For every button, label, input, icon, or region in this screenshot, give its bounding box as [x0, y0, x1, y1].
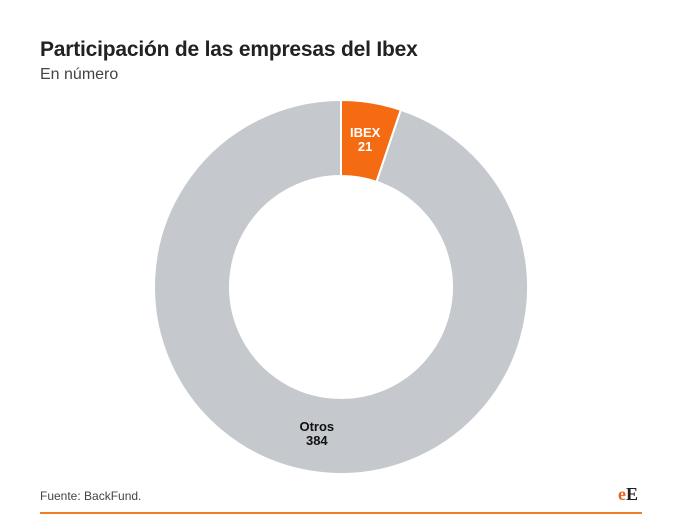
donut-slice-otros	[153, 98, 529, 475]
slice-label-value: 21	[358, 139, 372, 154]
chart-title: Participación de las empresas del Ibex	[40, 38, 418, 61]
brand-logo: eE	[618, 484, 638, 505]
slice-label-name: IBEX	[350, 125, 381, 140]
source-note: Fuente: BackFund.	[40, 489, 142, 503]
footer-divider	[40, 512, 642, 514]
brand-logo-part2: E	[625, 484, 638, 504]
brand-logo-part1: e	[617, 484, 626, 504]
slice-label-name: Otros	[299, 419, 334, 434]
slice-label-value: 384	[306, 433, 328, 448]
chart-subtitle: En número	[40, 66, 119, 83]
